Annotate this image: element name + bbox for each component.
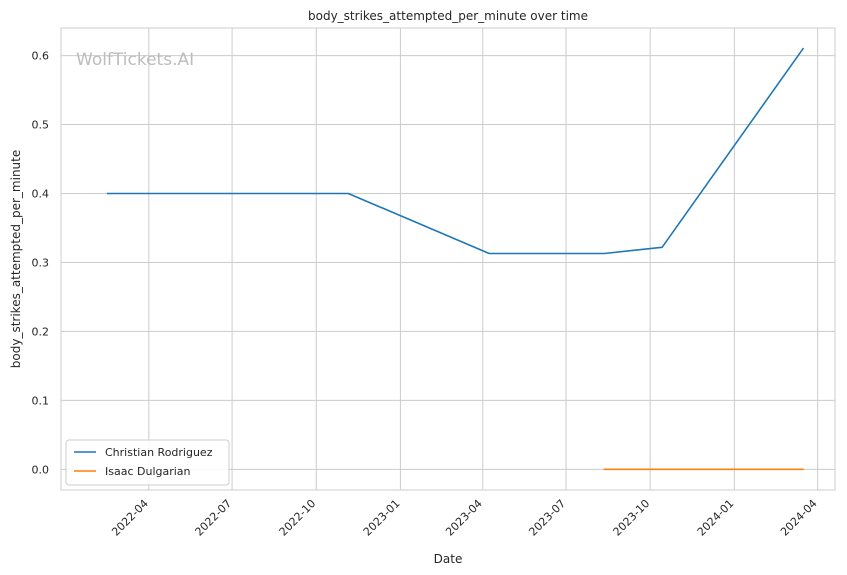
legend-label-christian-rodriguez: Christian Rodriguez bbox=[105, 446, 213, 459]
grid-lines bbox=[61, 28, 835, 490]
y-tick-label: 0.2 bbox=[32, 325, 50, 338]
series-line-christian-rodriguez bbox=[106, 47, 805, 255]
y-axis-label: body_strikes_attempted_per_minute bbox=[9, 150, 23, 368]
y-tick-label: 0.4 bbox=[32, 187, 50, 200]
x-axis-label: Date bbox=[434, 552, 463, 566]
y-tick-label: 0.5 bbox=[32, 119, 50, 132]
series-layer bbox=[106, 47, 805, 471]
y-tick-label: 0.3 bbox=[32, 256, 50, 269]
y-tick-labels: 0.0 0.1 0.2 0.3 0.4 0.5 0.6 bbox=[32, 50, 50, 477]
y-tick-label: 0.0 bbox=[32, 463, 50, 476]
plot-area-frame bbox=[60, 27, 836, 491]
y-tick-label: 0.1 bbox=[32, 394, 50, 407]
y-tick-label: 0.6 bbox=[32, 50, 50, 63]
legend-label-isaac-dulgarian: Isaac Dulgarian bbox=[105, 465, 191, 478]
watermark: WolfTickets.AI bbox=[76, 50, 194, 70]
legend: Christian Rodriguez Isaac Dulgarian bbox=[65, 439, 230, 486]
legend-box bbox=[65, 439, 230, 486]
chart-title: body_strikes_attempted_per_minute over t… bbox=[308, 9, 588, 23]
